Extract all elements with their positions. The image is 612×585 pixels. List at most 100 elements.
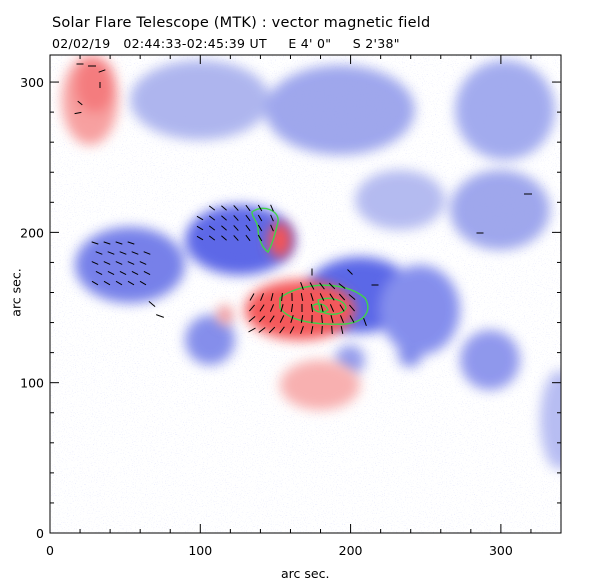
field-vector bbox=[131, 270, 139, 276]
field-vector bbox=[245, 234, 251, 242]
field-vector bbox=[331, 325, 333, 335]
field-vector bbox=[268, 326, 276, 334]
field-vector bbox=[95, 251, 103, 255]
field-vector bbox=[338, 283, 346, 289]
field-vector bbox=[338, 293, 346, 301]
field-vector bbox=[257, 204, 263, 212]
field-vector bbox=[269, 304, 275, 312]
field-vector bbox=[328, 282, 336, 290]
x-tick-label: 200 bbox=[339, 543, 363, 558]
field-vector bbox=[300, 293, 304, 301]
x-tick-label: 0 bbox=[46, 543, 54, 558]
field-vector bbox=[98, 69, 106, 73]
field-vector bbox=[196, 225, 204, 231]
field-vector bbox=[103, 241, 111, 245]
field-vector bbox=[143, 270, 151, 276]
plot-frame bbox=[49, 54, 562, 534]
field-vector bbox=[300, 315, 304, 323]
field-vector bbox=[280, 304, 284, 312]
field-vector bbox=[131, 251, 139, 255]
field-vector bbox=[329, 293, 335, 301]
field-vector bbox=[119, 251, 127, 255]
y-tick-label: 200 bbox=[20, 225, 44, 240]
field-vector bbox=[279, 315, 285, 323]
figure-title: Solar Flare Telescope (MTK) : vector mag… bbox=[52, 15, 431, 31]
field-vector bbox=[248, 316, 256, 322]
field-vector bbox=[127, 261, 135, 265]
field-vector bbox=[279, 326, 285, 334]
field-vector bbox=[221, 215, 227, 221]
y-tick-label: 300 bbox=[20, 75, 44, 90]
position-east: E 4' 0" bbox=[288, 36, 332, 51]
magnetogram-image bbox=[50, 55, 561, 533]
contour-lines bbox=[251, 207, 369, 325]
field-vector bbox=[233, 205, 239, 211]
field-vector bbox=[196, 235, 204, 241]
field-vector bbox=[339, 304, 345, 312]
field-vector bbox=[259, 304, 265, 312]
field-vector bbox=[221, 205, 227, 211]
field-vector bbox=[208, 205, 216, 211]
field-vector bbox=[270, 204, 274, 212]
field-vector bbox=[245, 224, 251, 232]
field-vector bbox=[91, 241, 99, 245]
x-axis-label: arc sec. bbox=[281, 566, 330, 581]
position-south: S 2'38" bbox=[352, 36, 400, 51]
figure-subtitle: 02/02/19 02:44:33-02:45:39 UT E 4' 0" S … bbox=[52, 36, 400, 51]
field-vector bbox=[74, 111, 82, 115]
field-vector bbox=[319, 282, 325, 290]
field-vector bbox=[363, 318, 367, 326]
axis-tick-labels: 0 100 200 300 0 100 200 300 bbox=[20, 75, 513, 558]
field-vector bbox=[107, 251, 115, 255]
field-vector bbox=[91, 280, 99, 286]
field-vector bbox=[115, 280, 123, 286]
field-vector bbox=[249, 304, 255, 312]
field-vector bbox=[119, 270, 127, 276]
field-vector bbox=[300, 326, 304, 334]
field-vector bbox=[245, 204, 251, 212]
y-axis-label: arc sec. bbox=[8, 268, 24, 317]
field-vector bbox=[156, 314, 164, 318]
field-vector bbox=[107, 270, 115, 276]
y-tick-label: 0 bbox=[36, 526, 44, 541]
field-vector bbox=[139, 280, 147, 286]
field-vector bbox=[258, 315, 266, 323]
observation-date: 02/02/19 bbox=[52, 36, 111, 51]
field-vector bbox=[347, 269, 353, 275]
field-vector bbox=[349, 315, 355, 323]
field-vector bbox=[258, 327, 266, 333]
field-vector bbox=[196, 215, 204, 221]
field-vector bbox=[349, 304, 355, 312]
field-vector bbox=[290, 303, 294, 313]
field-vector bbox=[270, 292, 274, 302]
field-vector bbox=[321, 314, 323, 324]
field-vector bbox=[310, 303, 314, 313]
field-vector bbox=[233, 235, 239, 241]
field-vector bbox=[249, 293, 255, 301]
field-vector bbox=[95, 270, 103, 276]
field-vector bbox=[103, 280, 111, 286]
field-vector bbox=[143, 251, 151, 255]
field-vector bbox=[139, 261, 147, 265]
field-vector bbox=[290, 315, 294, 323]
field-vector bbox=[248, 327, 256, 333]
axis-ticks bbox=[49, 55, 562, 534]
field-vector bbox=[91, 261, 99, 265]
field-vector bbox=[115, 261, 123, 265]
field-vector bbox=[340, 325, 344, 335]
field-vector bbox=[127, 280, 135, 286]
field-vector bbox=[270, 224, 274, 232]
field-vector bbox=[257, 224, 263, 232]
field-vector bbox=[233, 225, 239, 231]
field-vector bbox=[260, 293, 264, 301]
field-vector bbox=[321, 325, 323, 335]
field-vector bbox=[127, 241, 135, 245]
y-tick-label: 100 bbox=[20, 376, 44, 391]
field-vector bbox=[257, 234, 263, 242]
field-vector bbox=[208, 235, 216, 241]
field-vector bbox=[309, 282, 315, 290]
field-vector bbox=[148, 301, 156, 307]
field-vector bbox=[257, 214, 263, 222]
x-tick-label: 100 bbox=[188, 543, 212, 558]
